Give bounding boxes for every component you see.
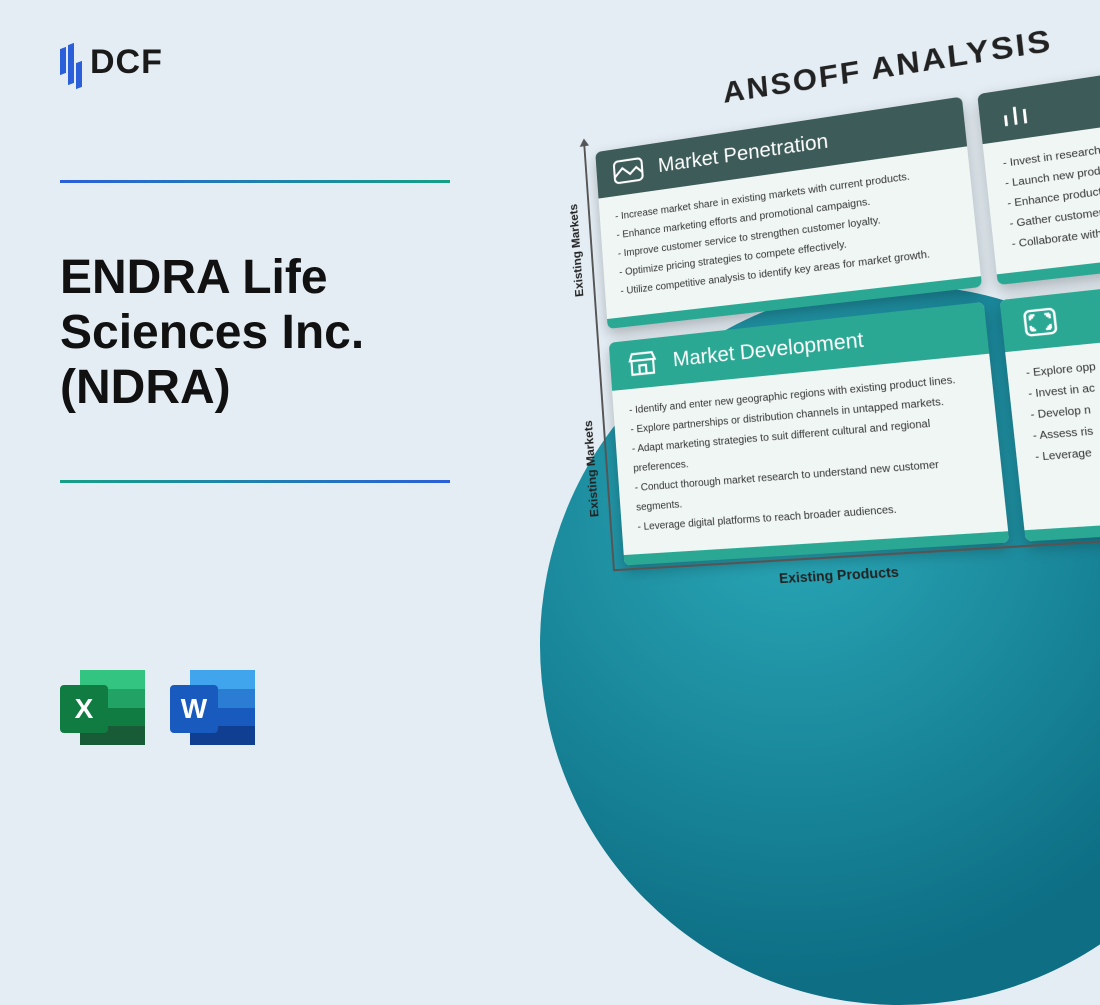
card-header	[1000, 271, 1100, 352]
bar-chart-icon	[996, 96, 1038, 131]
storefront-icon	[625, 348, 660, 380]
file-icons-row: X W	[60, 665, 255, 750]
divider-top	[60, 180, 450, 183]
logo-bars-icon	[60, 40, 82, 84]
word-letter: W	[170, 685, 218, 733]
matrix-grid: Market Penetration Increase market share…	[595, 52, 1100, 565]
excel-letter: X	[60, 685, 108, 733]
ansoff-matrix: ANSOFF ANALYSIS Existing Markets Existin…	[564, 0, 1100, 598]
card-product-development: Invest in research and Launch new produc…	[977, 55, 1100, 285]
card-market-development: Market Development Identify and enter ne…	[609, 302, 1010, 566]
logo: DCF	[60, 40, 163, 84]
x-axis-label-left: Existing Products	[778, 563, 899, 586]
card-footer-bar	[1024, 513, 1100, 541]
page-title: ENDRA Life Sciences Inc. (NDRA)	[60, 250, 480, 416]
image-icon	[611, 155, 646, 187]
logo-text: DCF	[90, 43, 163, 82]
y-axis-label-top: Existing Markets	[567, 203, 587, 297]
card-body: Explore opp Invest in ac Develop n Asses…	[1005, 326, 1100, 488]
matrix-frame: Existing Markets Existing Markets Existi…	[567, 41, 1100, 598]
expand-icon	[1019, 305, 1062, 340]
card-diversification: Explore opp Invest in ac Develop n Asses…	[1000, 271, 1100, 541]
card-market-penetration: Market Penetration Increase market share…	[595, 97, 982, 329]
word-icon: W	[170, 665, 255, 750]
divider-bottom	[60, 480, 450, 483]
excel-icon: X	[60, 665, 145, 750]
card-title: Market Development	[672, 328, 865, 372]
